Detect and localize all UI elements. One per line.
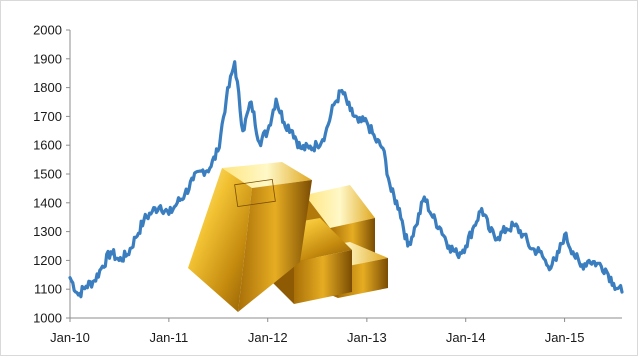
series-line xyxy=(68,60,624,299)
x-tick-label: Jan-10 xyxy=(50,330,90,345)
x-tick-label: Jan-13 xyxy=(347,330,387,345)
y-tick-label: 2000 xyxy=(33,23,62,38)
y-tick-label: 1400 xyxy=(33,195,62,210)
x-axis-ticks: Jan-10 Jan-11 Jan-12 Jan-13 Jan-14 Jan-15 xyxy=(50,318,584,345)
y-tick-label: 1900 xyxy=(33,51,62,66)
y-tick-label: 1500 xyxy=(33,167,62,182)
y-tick-label: 1800 xyxy=(33,80,62,95)
x-tick-label: Jan-15 xyxy=(545,330,585,345)
y-tick-label: 1600 xyxy=(33,138,62,153)
y-tick-label: 1000 xyxy=(33,311,62,326)
x-tick-label: Jan-14 xyxy=(446,330,486,345)
y-axis-ticks: 1000 1100 1200 1300 1400 1500 1600 1700 1800 1900… xyxy=(33,23,70,326)
gold-bars-image xyxy=(188,162,388,312)
y-tick-label: 1700 xyxy=(33,109,62,124)
y-tick-label: 1100 xyxy=(34,282,62,297)
x-tick-label: Jan-11 xyxy=(149,330,188,345)
y-tick-label: 1200 xyxy=(33,253,62,268)
y-tick-label: 1300 xyxy=(33,224,62,239)
x-tick-label: Jan-12 xyxy=(248,330,288,345)
